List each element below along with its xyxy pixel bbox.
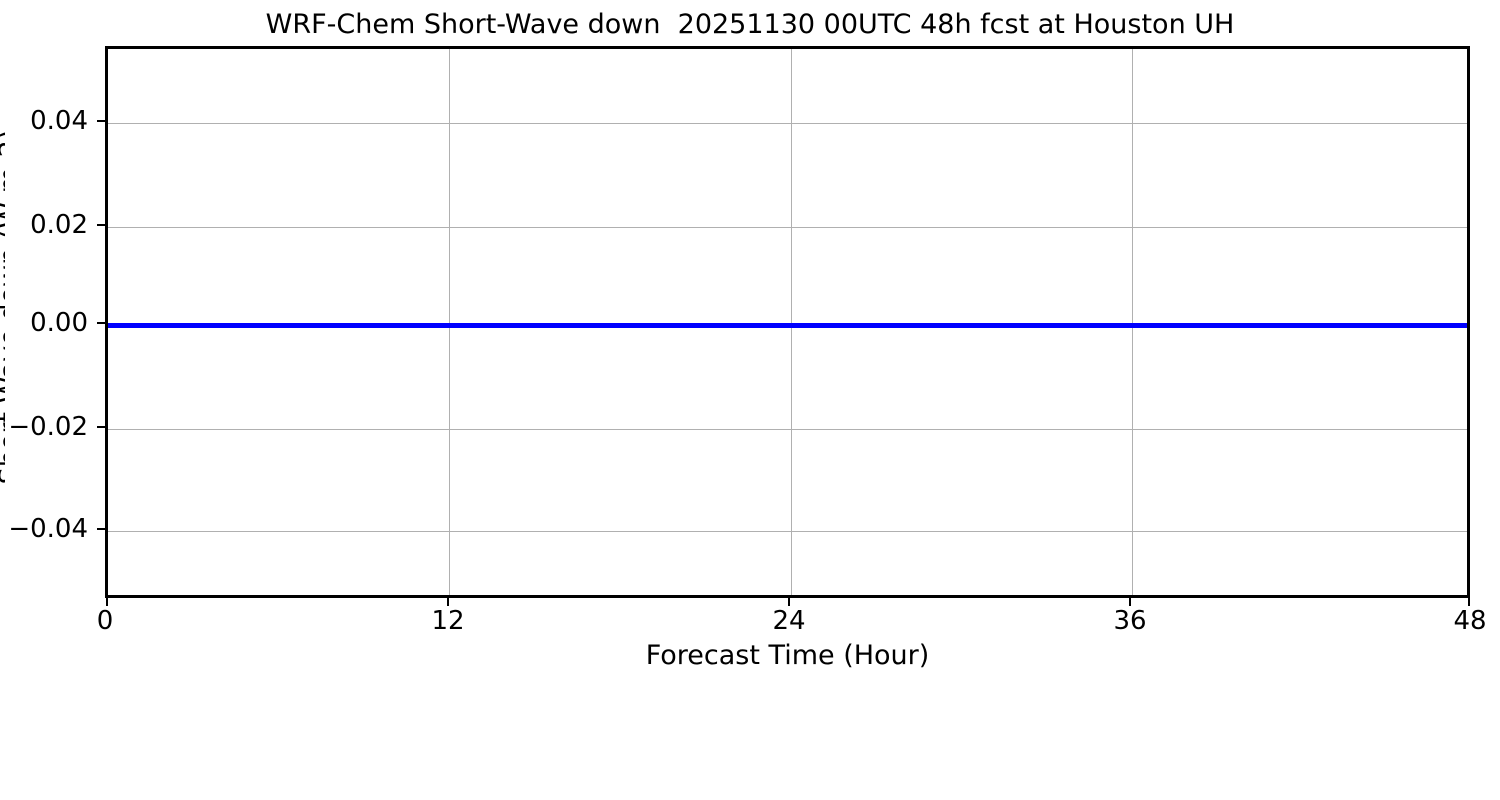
ytick-label-0.02: 0.02 [30,210,88,240]
gridline-x-12 [449,49,450,595]
gridline-y-0.04 [108,123,1467,124]
xtick-label-0: 0 [96,606,114,636]
plot-axes [105,46,1470,598]
ytick-label-0.00: 0.00 [30,308,88,338]
gridline-x-36 [1132,49,1133,595]
xtick-mark-24 [788,598,790,606]
ytick-mark-0.04 [97,120,105,122]
ytick-label-0.04: 0.04 [30,106,88,136]
plot-area [108,49,1467,595]
xtick-label-36: 36 [1113,606,1147,636]
xtick-mark-36 [1129,598,1131,606]
gridline-y--0.04 [108,531,1467,532]
gridline-y--0.02 [108,429,1467,430]
ytick-mark--0.02 [97,426,105,428]
ytick-label--0.04: −0.04 [8,514,88,544]
xtick-mark-12 [447,598,449,606]
xtick-label-12: 12 [431,606,465,636]
series-line-short-wave-down [108,323,1467,328]
xtick-label-24: 24 [772,606,806,636]
ytick-mark-0.00 [97,322,105,324]
gridline-x-24 [791,49,792,595]
gridline-y-0.02 [108,227,1467,228]
x-axis-label: Forecast Time (Hour) [645,640,930,671]
ytick-mark-0.02 [97,224,105,226]
xtick-label-48: 48 [1453,606,1487,636]
chart-title: WRF-Chem Short-Wave down 20251130 00UTC … [265,9,1235,40]
ytick-mark--0.04 [97,528,105,530]
xtick-mark-48 [1468,598,1470,606]
xtick-mark-0 [106,598,108,606]
ytick-label--0.02: −0.02 [8,412,88,442]
